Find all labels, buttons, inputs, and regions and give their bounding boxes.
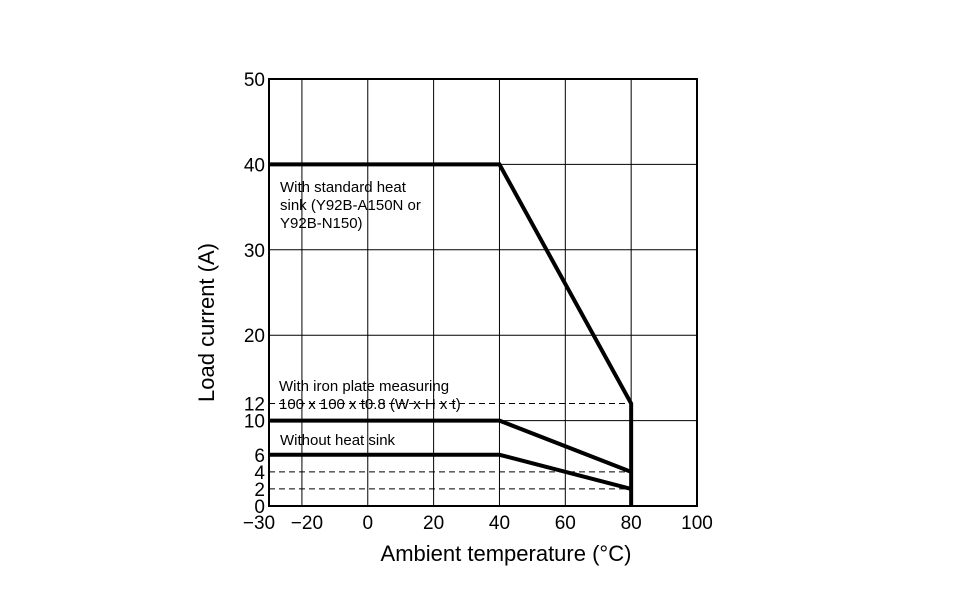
y-tick-label: 0: [254, 497, 265, 518]
x-tick-label: 80: [621, 513, 642, 534]
y-tick-label: 40: [244, 155, 265, 176]
series-line-none: [269, 452, 632, 491]
x-tick-label: 60: [555, 513, 576, 534]
x-tick-label: 100: [681, 513, 713, 534]
annotation-standard: Y92B-N150): [280, 215, 363, 232]
y-tick-label: 20: [244, 326, 265, 347]
x-tick-labels: −30 −20 0 20 40 60 80 100: [243, 513, 713, 534]
series-line-standard: [269, 162, 634, 506]
x-tick-label: −30: [243, 513, 275, 534]
series-line-iron: [269, 418, 632, 474]
x-tick-label: 40: [489, 513, 510, 534]
y-tick-label: 2: [254, 480, 265, 501]
annotation-none: Without heat sink: [280, 432, 396, 449]
annotation-standard: With standard heat: [280, 179, 407, 196]
y-tick-label: 4: [254, 463, 265, 484]
annotation-iron: With iron plate measuring: [279, 378, 449, 395]
y-tick-label: 6: [254, 446, 265, 467]
annotation-iron: 100 x 100 x t0.8 (W x H x t): [279, 396, 461, 413]
y-tick-label: 30: [244, 241, 265, 262]
y-tick-label: 10: [244, 412, 265, 433]
y-tick-label: 50: [244, 70, 265, 91]
x-tick-label: −20: [291, 513, 323, 534]
plot-frame: [268, 78, 698, 507]
y-axis-title: Load current (A): [194, 243, 219, 402]
x-axis-title: Ambient temperature (°C): [381, 541, 632, 566]
x-tick-label: 0: [362, 513, 373, 534]
annotation-standard: sink (Y92B-A150N or: [280, 197, 421, 214]
x-tick-label: 20: [423, 513, 444, 534]
y-tick-label: 12: [244, 395, 265, 416]
series-lines: [269, 162, 634, 506]
